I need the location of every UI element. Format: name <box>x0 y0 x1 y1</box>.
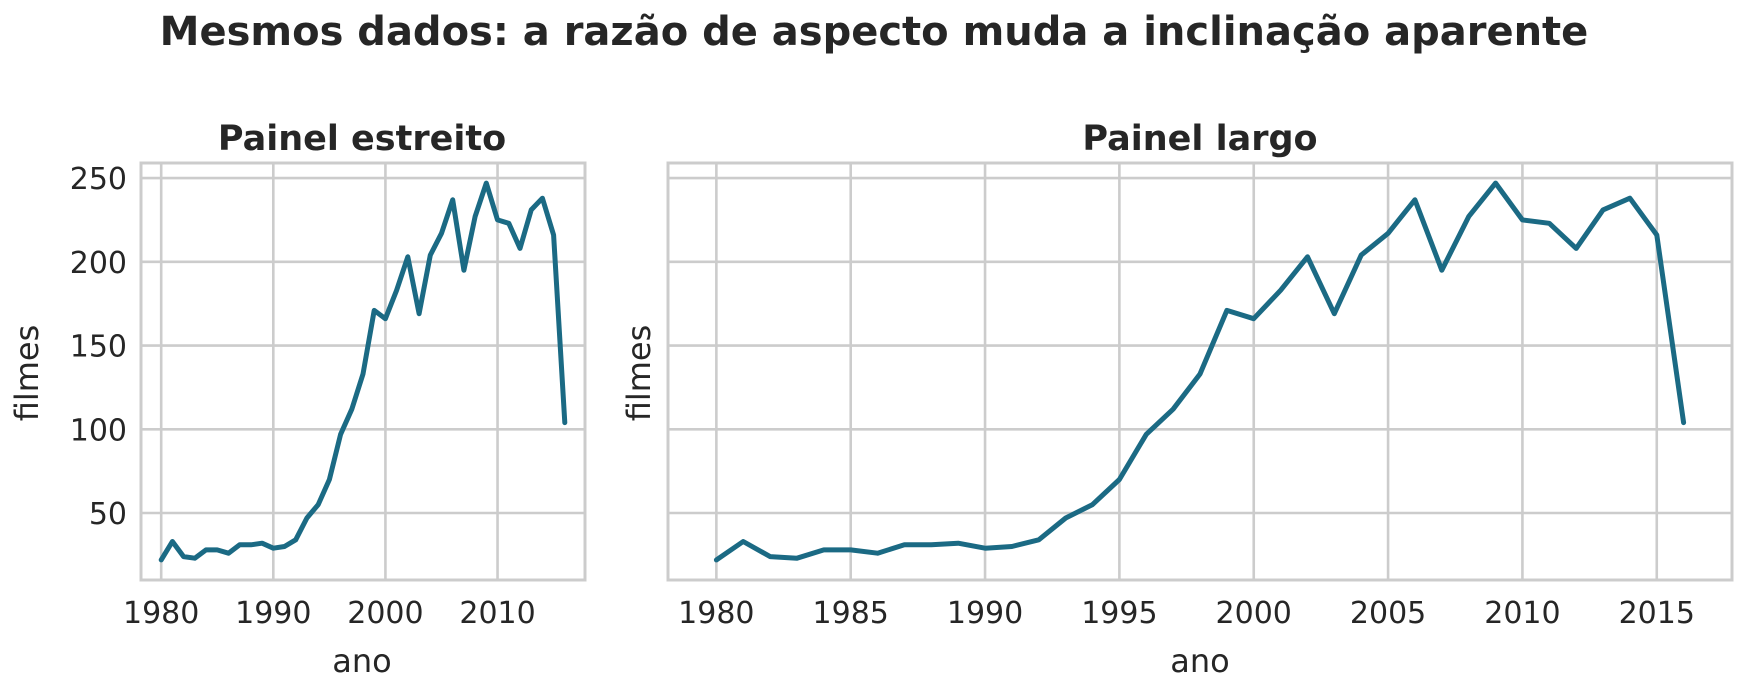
panel-narrow-grid <box>141 163 585 580</box>
panel-narrow-xtick-2000: 2000 <box>347 596 423 631</box>
panel-narrow: Painel estreito ano filmes 1980 1990 2000 2… <box>8 119 587 680</box>
panel-narrow-xtick-2010: 2010 <box>459 596 535 631</box>
panel-wide-xtick-2015: 2015 <box>1619 596 1695 631</box>
panel-narrow-ytick-50: 50 <box>89 497 127 532</box>
panel-narrow-ylabel: filmes <box>8 325 46 422</box>
panel-wide-xtick-1995: 1995 <box>1081 596 1157 631</box>
panel-narrow-xtick-1990: 1990 <box>235 596 311 631</box>
panel-wide-frame <box>666 161 1734 582</box>
panel-wide-xtick-1980: 1980 <box>678 596 754 631</box>
panel-narrow-xlabel: ano <box>332 642 391 680</box>
panel-wide-xlabel: ano <box>1170 642 1229 680</box>
panel-narrow-frame <box>139 161 587 582</box>
panel-wide-xtick-1990: 1990 <box>947 596 1023 631</box>
panel-wide-title: Painel largo <box>1082 119 1317 159</box>
panel-narrow-title: Painel estreito <box>218 119 506 159</box>
panel-narrow-ytick-100: 100 <box>70 413 127 448</box>
panel-wide-xtick-2000: 2000 <box>1216 596 1292 631</box>
panel-narrow-series-line <box>158 180 568 563</box>
panel-narrow-ytick-200: 200 <box>70 246 127 281</box>
panel-narrow-xtick-1980: 1980 <box>123 596 199 631</box>
panel-wide-xtick-2010: 2010 <box>1484 596 1560 631</box>
panel-narrow-ytick-150: 150 <box>70 330 127 365</box>
panel-wide-xtick-1985: 1985 <box>813 596 889 631</box>
panel-narrow-ytick-250: 250 <box>70 162 127 197</box>
panel-wide: Painel largo ano filmes 1980 1985 1990 1995… <box>620 119 1734 680</box>
panel-wide-series-line <box>713 180 1687 563</box>
panel-wide-xtick-2005: 2005 <box>1350 596 1426 631</box>
panel-wide-ylabel: filmes <box>620 325 658 422</box>
figure-title: Mesmos dados: a razão de aspecto muda a … <box>160 9 1589 55</box>
